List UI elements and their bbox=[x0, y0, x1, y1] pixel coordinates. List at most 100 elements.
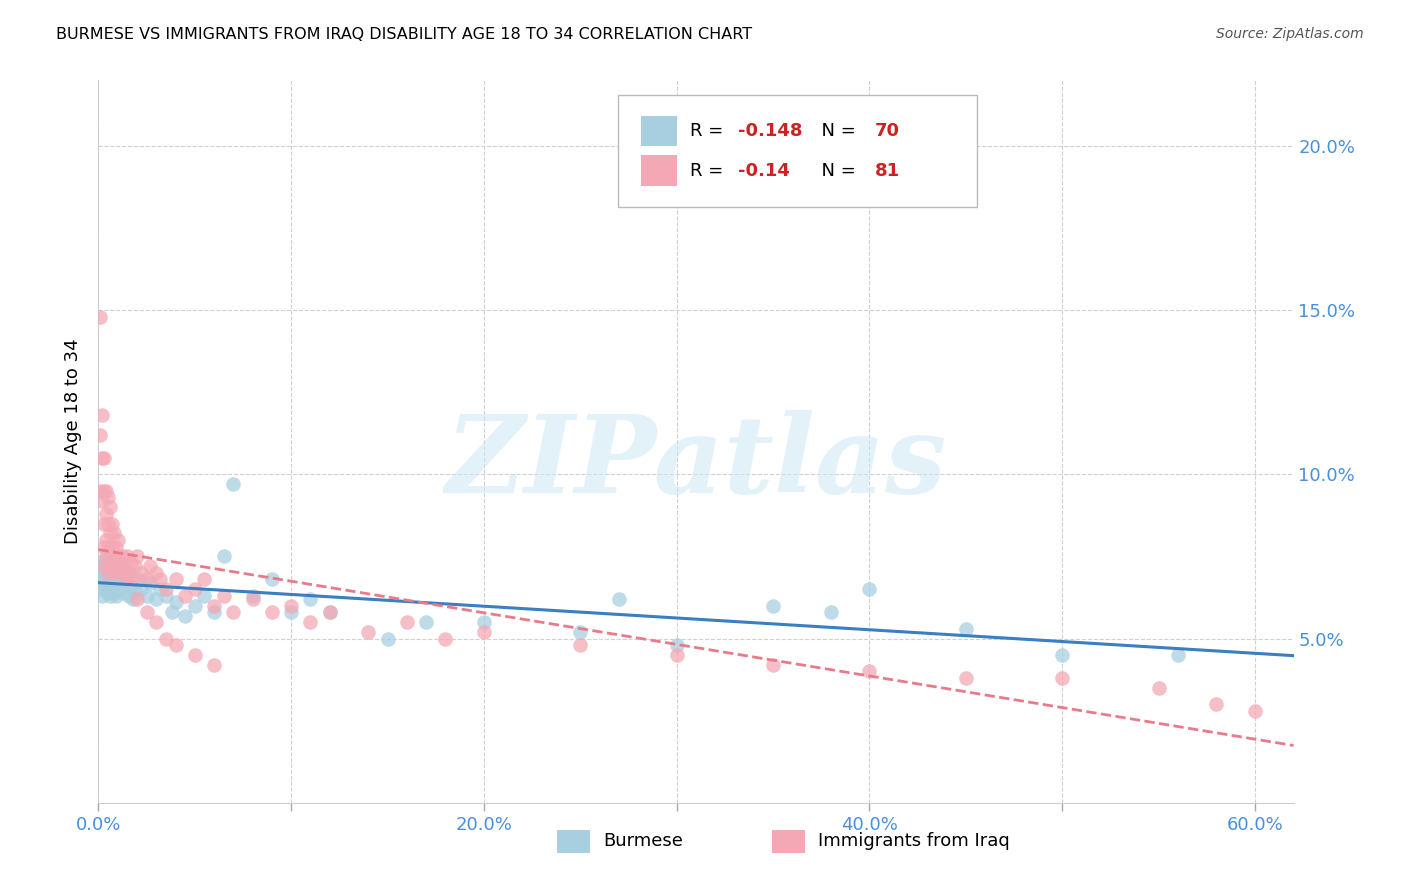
Point bbox=[1244, 704, 1267, 718]
Point bbox=[1147, 681, 1170, 695]
Point bbox=[212, 549, 235, 564]
Point bbox=[280, 605, 302, 619]
Point bbox=[222, 605, 245, 619]
Point bbox=[139, 575, 162, 590]
Point bbox=[91, 573, 114, 587]
Point bbox=[89, 310, 111, 324]
Point bbox=[97, 566, 120, 580]
FancyBboxPatch shape bbox=[557, 830, 589, 853]
Point bbox=[124, 582, 146, 597]
Point bbox=[125, 592, 148, 607]
Point bbox=[110, 549, 132, 564]
Point bbox=[165, 638, 187, 652]
FancyBboxPatch shape bbox=[641, 155, 676, 186]
Point bbox=[110, 573, 132, 587]
Point bbox=[101, 540, 124, 554]
Point bbox=[135, 589, 157, 603]
Point bbox=[242, 589, 264, 603]
Point bbox=[415, 615, 437, 630]
Point bbox=[377, 632, 399, 646]
Text: Burmese: Burmese bbox=[603, 832, 683, 850]
Point bbox=[107, 549, 129, 564]
Point bbox=[124, 559, 146, 574]
Point bbox=[101, 559, 124, 574]
Point bbox=[472, 625, 495, 640]
FancyBboxPatch shape bbox=[772, 830, 804, 853]
Point bbox=[93, 553, 115, 567]
Point bbox=[145, 592, 167, 607]
Point bbox=[280, 599, 302, 613]
Point bbox=[184, 648, 207, 662]
Point bbox=[101, 516, 124, 531]
Point bbox=[89, 428, 111, 442]
Point bbox=[91, 450, 114, 465]
Text: R =: R = bbox=[690, 161, 728, 179]
Point bbox=[184, 582, 207, 597]
Point bbox=[174, 608, 197, 623]
Point bbox=[91, 589, 114, 603]
Point bbox=[114, 556, 136, 570]
Point bbox=[89, 483, 111, 498]
Point bbox=[94, 533, 117, 547]
Point bbox=[319, 605, 342, 619]
Point bbox=[118, 566, 141, 580]
Point bbox=[97, 585, 120, 599]
Point bbox=[97, 566, 120, 580]
Point bbox=[319, 605, 342, 619]
Text: 70: 70 bbox=[876, 122, 900, 140]
Point bbox=[97, 579, 120, 593]
Point bbox=[139, 559, 162, 574]
Point bbox=[299, 615, 322, 630]
Point bbox=[97, 559, 120, 574]
Point bbox=[103, 526, 125, 541]
Point bbox=[104, 573, 127, 587]
FancyBboxPatch shape bbox=[641, 116, 676, 146]
Point bbox=[125, 573, 148, 587]
Point bbox=[149, 582, 172, 597]
Point bbox=[357, 625, 380, 640]
Point bbox=[93, 559, 115, 574]
Text: N =: N = bbox=[810, 122, 860, 140]
Point bbox=[955, 622, 977, 636]
Point bbox=[103, 549, 125, 564]
Point bbox=[120, 579, 142, 593]
Point bbox=[112, 566, 135, 580]
Point bbox=[569, 638, 592, 652]
Point bbox=[122, 592, 145, 607]
Point bbox=[149, 573, 172, 587]
FancyBboxPatch shape bbox=[619, 95, 977, 207]
Text: R =: R = bbox=[690, 122, 728, 140]
Point bbox=[762, 657, 785, 672]
Point bbox=[665, 638, 688, 652]
Point bbox=[107, 533, 129, 547]
Point bbox=[242, 592, 264, 607]
Point bbox=[94, 569, 117, 583]
Point bbox=[107, 559, 129, 574]
Point bbox=[93, 516, 115, 531]
Point bbox=[260, 573, 283, 587]
Point bbox=[135, 573, 157, 587]
Point bbox=[94, 582, 117, 597]
Point bbox=[89, 566, 111, 580]
Point bbox=[193, 573, 215, 587]
Point bbox=[193, 589, 215, 603]
Point bbox=[120, 556, 142, 570]
Point bbox=[145, 566, 167, 580]
Text: BURMESE VS IMMIGRANTS FROM IRAQ DISABILITY AGE 18 TO 34 CORRELATION CHART: BURMESE VS IMMIGRANTS FROM IRAQ DISABILI… bbox=[56, 27, 752, 42]
Point bbox=[98, 549, 121, 564]
Point bbox=[122, 573, 145, 587]
Point bbox=[94, 549, 117, 564]
Point bbox=[820, 605, 842, 619]
Point bbox=[104, 559, 127, 574]
Point bbox=[607, 592, 630, 607]
Text: Immigrants from Iraq: Immigrants from Iraq bbox=[818, 832, 1010, 850]
Point bbox=[222, 477, 245, 491]
Point bbox=[125, 549, 148, 564]
Text: 81: 81 bbox=[876, 161, 900, 179]
Point bbox=[1050, 648, 1073, 662]
Point bbox=[93, 573, 115, 587]
Point bbox=[202, 657, 225, 672]
Point bbox=[103, 585, 125, 599]
Point bbox=[89, 582, 111, 597]
Point bbox=[135, 605, 157, 619]
